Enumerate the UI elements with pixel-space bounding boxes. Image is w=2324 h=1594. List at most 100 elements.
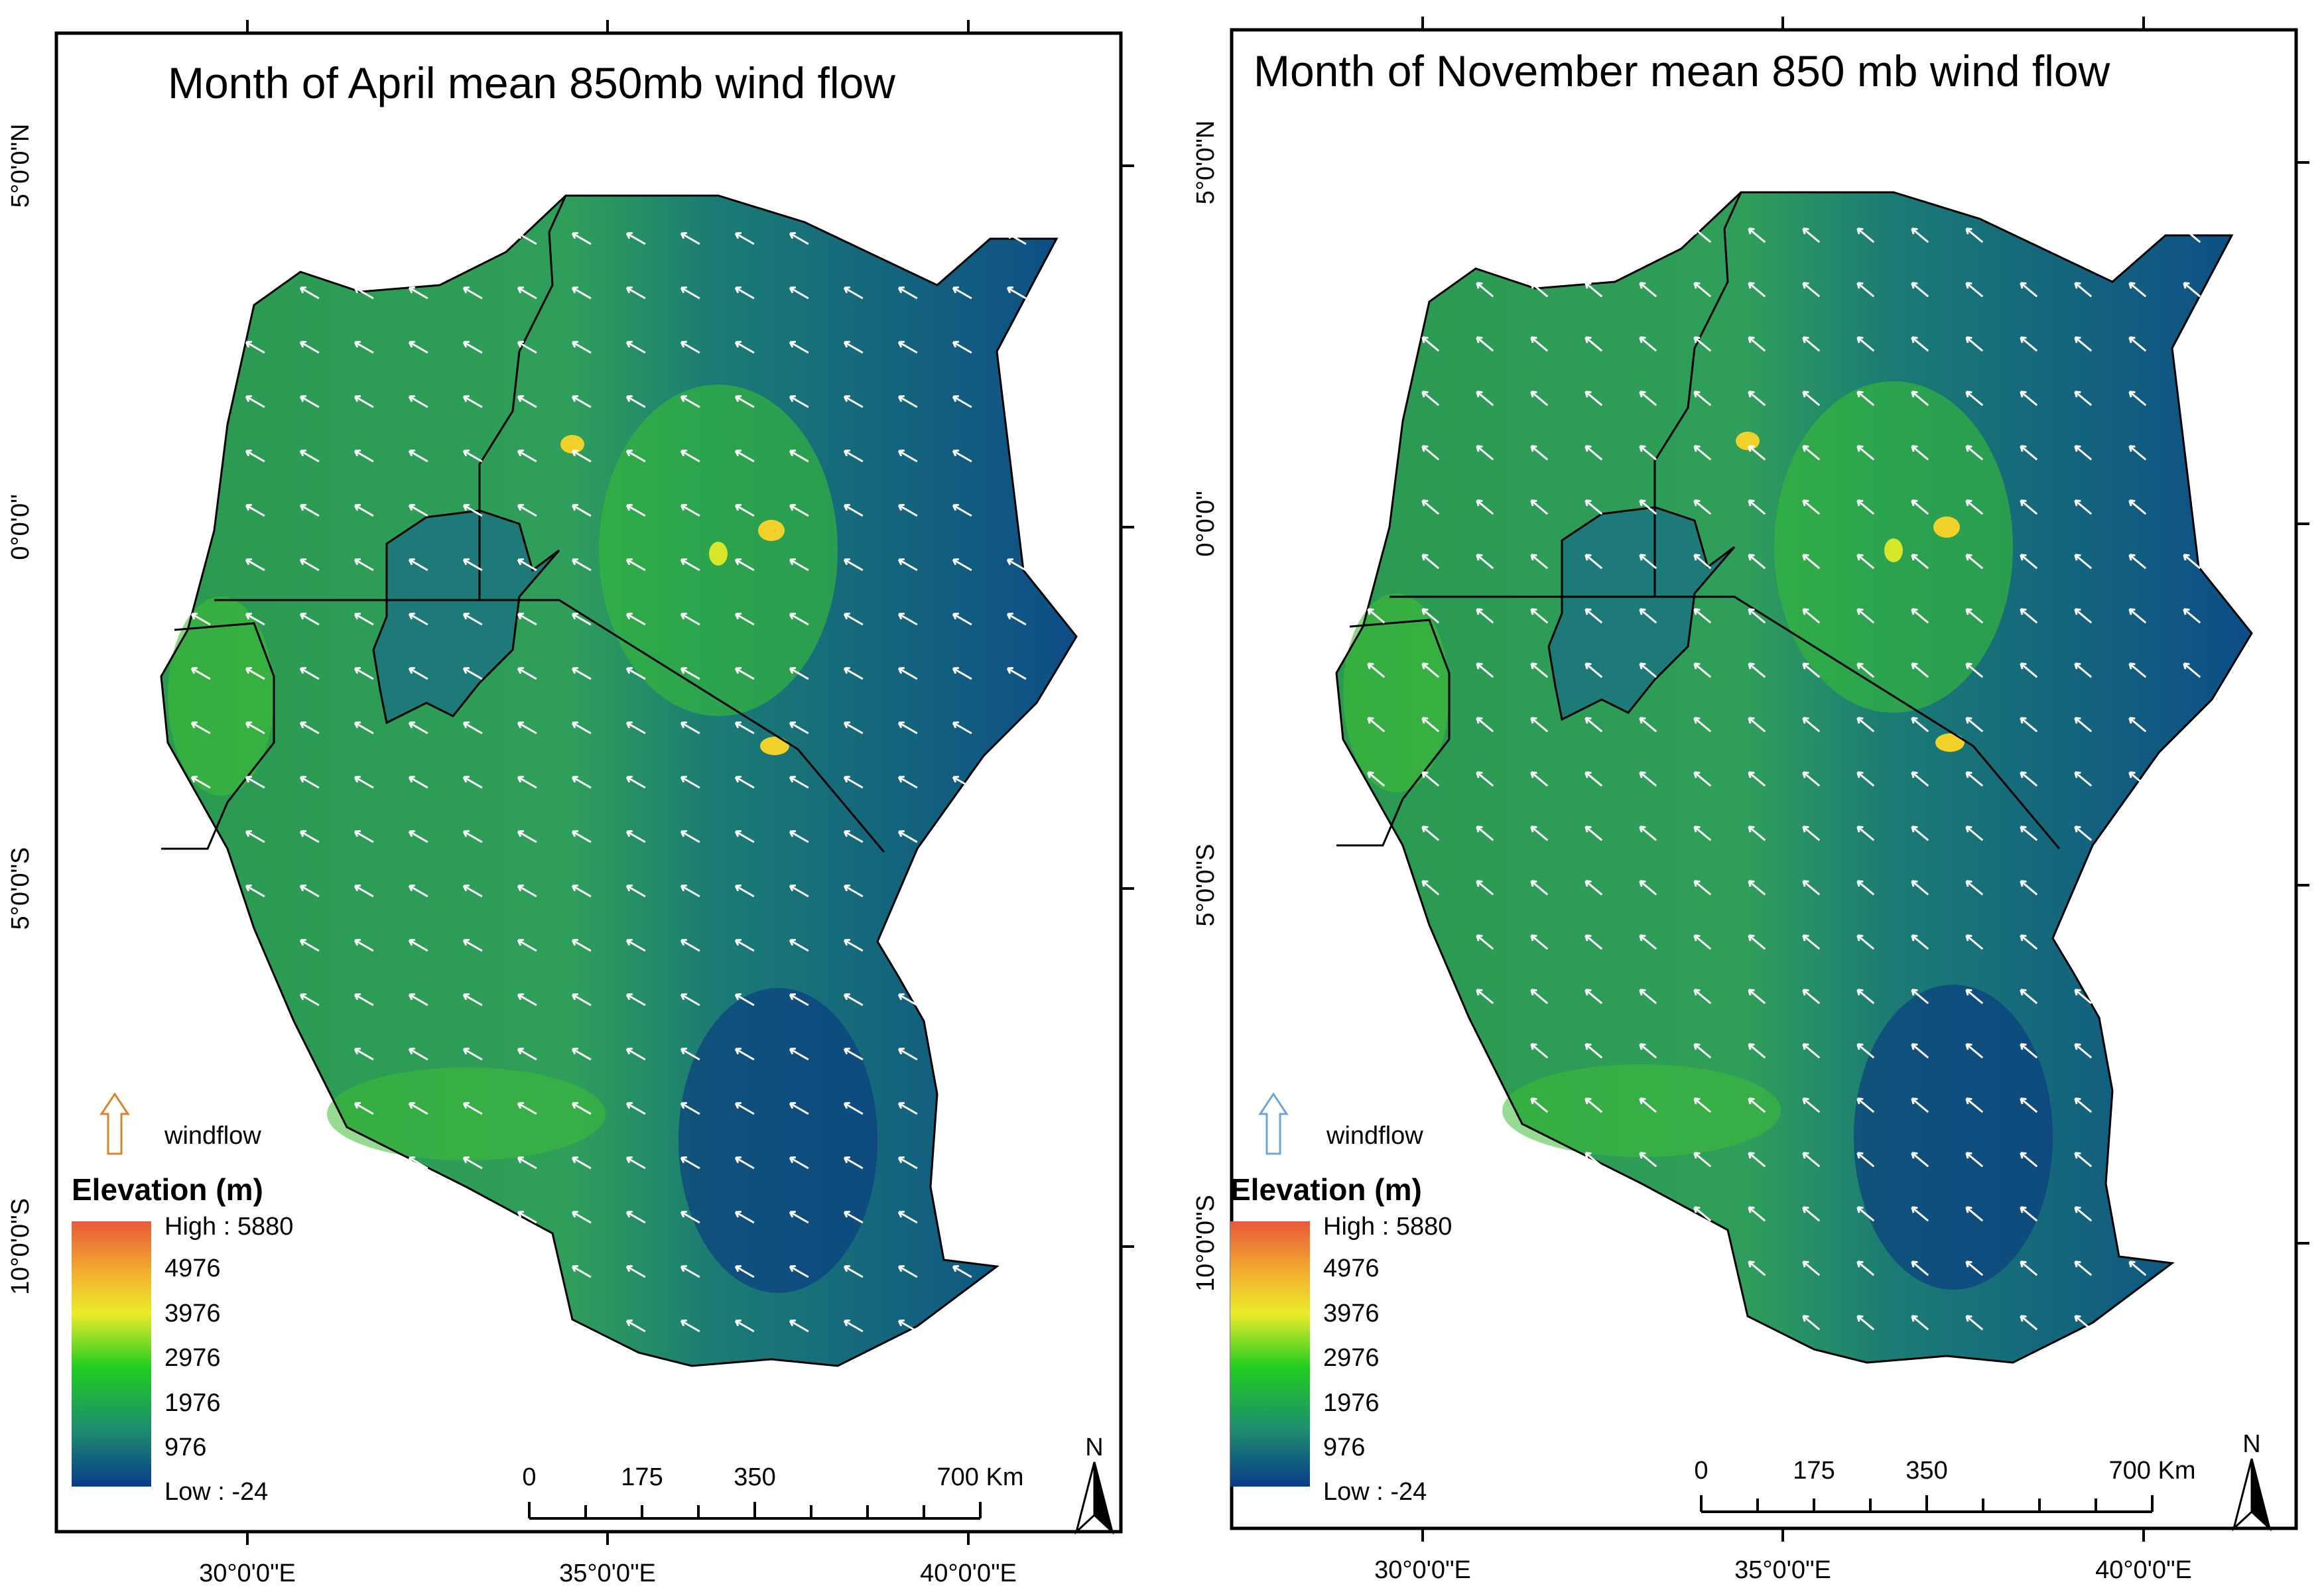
wind-arrow bbox=[1802, 934, 1821, 950]
coastline bbox=[160, 194, 1078, 1367]
wind-arrow bbox=[1911, 934, 1929, 950]
wind-arrow bbox=[517, 829, 537, 843]
latitude-label: 0°0'0" bbox=[1192, 491, 1220, 556]
wind-arrow bbox=[789, 829, 809, 843]
wind-arrow bbox=[897, 993, 918, 1007]
wind-arrow bbox=[299, 340, 320, 354]
wind-arrow bbox=[571, 231, 592, 245]
elevation-value: 2976 bbox=[164, 1344, 221, 1372]
wind-arrow bbox=[1693, 662, 1712, 678]
wind-arrow bbox=[571, 1101, 592, 1115]
wind-arrow bbox=[789, 775, 809, 789]
wind-arrow bbox=[462, 1156, 483, 1170]
wind-arrow bbox=[1639, 717, 1657, 733]
wind-arrow bbox=[1693, 554, 1712, 570]
wind-arrow bbox=[354, 1101, 374, 1115]
wind-arrow bbox=[952, 503, 972, 517]
wind-arrow bbox=[2074, 1097, 2093, 1113]
wind-arrow bbox=[2074, 445, 2093, 461]
wind-arrow bbox=[1530, 336, 1549, 352]
wind-arrow bbox=[517, 612, 537, 626]
wind-arrow bbox=[1965, 1260, 1984, 1276]
map-title: Month of November mean 850 mb wind flow bbox=[1254, 46, 2110, 95]
wind-arrow bbox=[1965, 1043, 1984, 1059]
wind-arrow bbox=[1639, 445, 1657, 461]
wind-arrow bbox=[1639, 282, 1657, 298]
wind-arrow bbox=[2020, 1260, 2038, 1276]
wind-arrow bbox=[571, 503, 592, 517]
wind-arrow bbox=[1748, 608, 1766, 624]
wind-arrow bbox=[1748, 826, 1766, 841]
wind-arrow bbox=[1856, 1152, 1875, 1168]
wind-arrow bbox=[1748, 1043, 1766, 1059]
latitude-label: 5°0'0"S bbox=[1192, 844, 1220, 927]
wind-arrow bbox=[1584, 662, 1603, 678]
wind-arrow bbox=[2020, 1043, 2038, 1059]
elevation-legend-title: Elevation (m) bbox=[1230, 1172, 1422, 1207]
wind-arrows bbox=[1367, 227, 2201, 1331]
wind-arrow bbox=[625, 721, 646, 735]
wind-arrow bbox=[1367, 608, 1386, 624]
wind-arrow bbox=[2128, 662, 2147, 678]
wind-arrow bbox=[897, 449, 918, 463]
wind-arrow bbox=[1965, 1206, 1984, 1222]
wind-arrow bbox=[1748, 445, 1766, 461]
wind-arrow bbox=[1856, 771, 1875, 787]
coastline bbox=[1335, 191, 2253, 1364]
wind-arrow bbox=[1584, 554, 1603, 570]
wind-arrow bbox=[1911, 1315, 1929, 1331]
wind-arrow bbox=[1693, 826, 1712, 841]
wind-arrow bbox=[1965, 880, 1984, 896]
map-panel-november: Month of November mean 850 mb wind flow … bbox=[1192, 17, 2309, 1584]
wind-arrow bbox=[517, 395, 537, 408]
wind-arrow bbox=[245, 449, 265, 463]
wind-arrow bbox=[734, 340, 755, 354]
wind-arrow bbox=[245, 666, 265, 680]
wind-arrow bbox=[2074, 1152, 2093, 1168]
wind-arrow bbox=[952, 395, 972, 408]
wind-arrow bbox=[1748, 336, 1766, 352]
wind-arrow bbox=[1856, 826, 1875, 841]
wind-arrow bbox=[299, 884, 320, 898]
country-border bbox=[1336, 619, 1451, 847]
wind-arrow bbox=[2183, 662, 2201, 678]
wind-arrow bbox=[2183, 227, 2201, 243]
wind-arrow bbox=[625, 884, 646, 898]
lowland-zone bbox=[678, 988, 877, 1293]
wind-arrow bbox=[1639, 554, 1657, 570]
wind-arrow bbox=[571, 1210, 592, 1224]
wind-arrow bbox=[1421, 662, 1440, 678]
mountain-peak bbox=[1884, 538, 1903, 562]
wind-arrow bbox=[517, 449, 537, 463]
elevation-low-label: Low : -24 bbox=[1323, 1478, 1427, 1506]
wind-arrow bbox=[1965, 336, 1984, 352]
wind-arrow bbox=[625, 503, 646, 517]
wind-arrow bbox=[2183, 554, 2201, 570]
wind-arrow bbox=[299, 286, 320, 300]
wind-arrow bbox=[1584, 826, 1603, 841]
wind-arrow bbox=[354, 449, 374, 463]
wind-arrow bbox=[517, 1101, 537, 1115]
lake-victoria bbox=[372, 509, 560, 725]
wind-arrow bbox=[299, 721, 320, 735]
wind-arrow bbox=[2020, 499, 2038, 515]
east-africa-land bbox=[161, 196, 1076, 1366]
country-border bbox=[161, 622, 275, 850]
wind-arrow bbox=[2074, 717, 2093, 733]
highland-zone bbox=[1502, 1064, 1781, 1157]
wind-arrow bbox=[1748, 934, 1766, 950]
wind-arrow bbox=[517, 721, 537, 735]
wind-arrow bbox=[789, 286, 809, 300]
wind-arrow bbox=[843, 286, 864, 300]
wind-arrow bbox=[952, 721, 972, 735]
wind-arrow bbox=[734, 1210, 755, 1224]
wind-arrow bbox=[789, 558, 809, 572]
wind-arrow bbox=[1530, 554, 1549, 570]
wind-arrow bbox=[1856, 391, 1875, 406]
wind-arrow bbox=[789, 395, 809, 408]
wind-arrow bbox=[1584, 391, 1603, 406]
wind-arrow bbox=[734, 1156, 755, 1170]
wind-arrow bbox=[897, 829, 918, 843]
wind-arrow bbox=[789, 340, 809, 354]
